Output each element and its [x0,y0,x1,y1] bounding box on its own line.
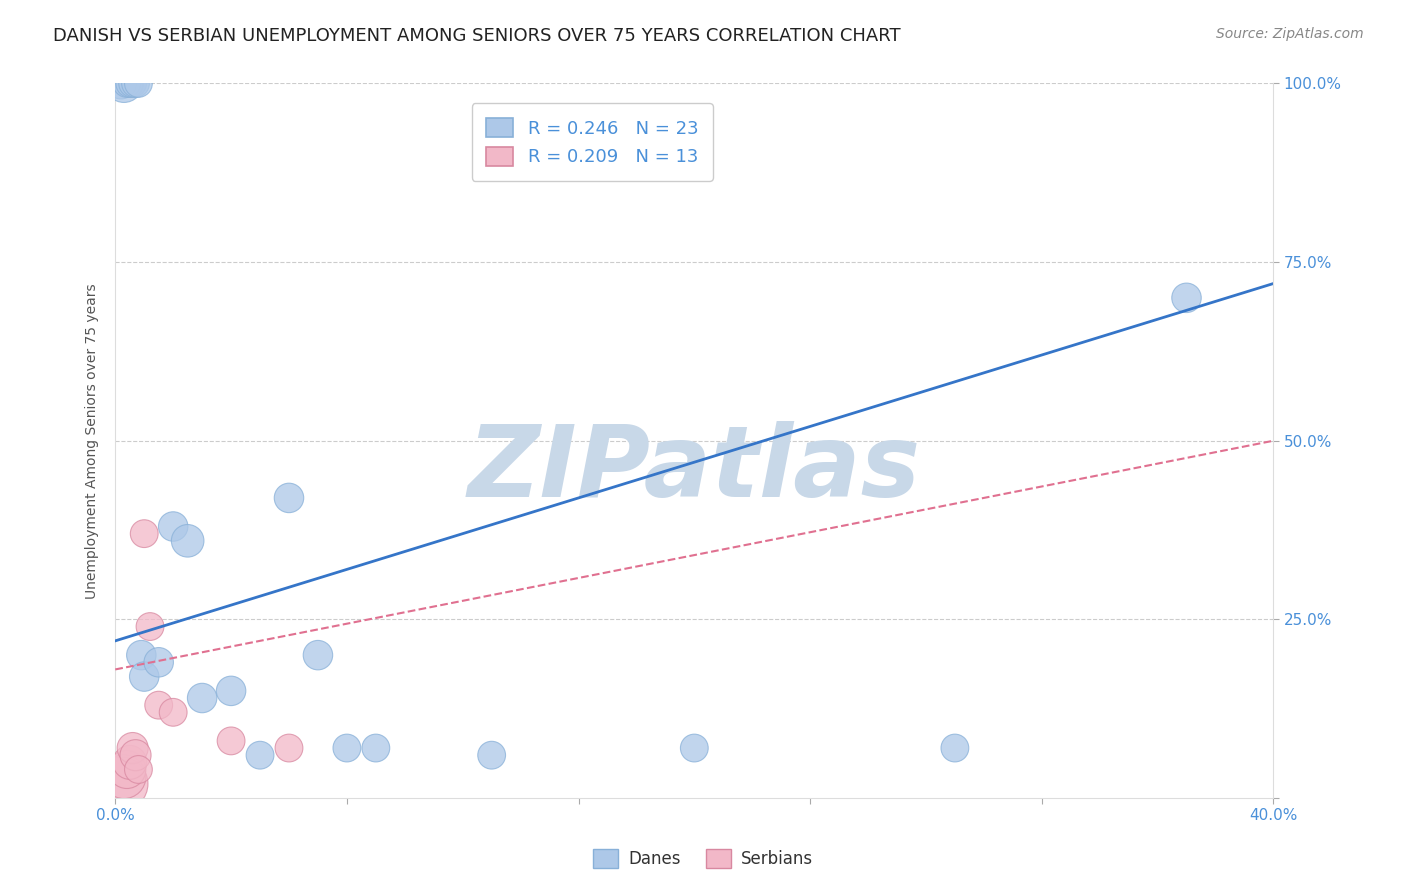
Point [110,777,132,791]
Point [364,741,387,756]
Point [481,748,503,763]
Legend: R = 0.246   N = 23, R = 0.209   N = 13: R = 0.246 N = 23, R = 0.209 N = 13 [472,103,713,181]
Point [148,655,170,669]
Point [112,77,135,91]
Point [118,77,141,91]
Point [683,741,706,756]
Point [124,748,146,763]
Point [191,691,214,706]
Point [127,77,149,91]
Point [249,748,271,763]
Point [118,756,141,770]
Point [307,648,329,662]
Point [134,526,156,541]
Point [336,741,359,756]
Point [1175,291,1198,305]
Point [127,763,149,777]
Point [219,734,242,748]
Point [176,533,198,548]
Point [121,741,143,756]
Point [131,648,153,662]
Point [219,684,242,698]
Point [278,491,301,505]
Point [139,619,162,633]
Text: ZIPatlas: ZIPatlas [468,421,921,518]
Point [943,741,966,756]
Point [112,770,135,784]
Text: Source: ZipAtlas.com: Source: ZipAtlas.com [1216,27,1364,41]
Point [148,698,170,713]
Point [124,77,146,91]
Point [110,77,132,91]
Legend: Danes, Serbians: Danes, Serbians [586,843,820,875]
Point [278,741,301,756]
Point [134,669,156,683]
Point [115,763,138,777]
Y-axis label: Unemployment Among Seniors over 75 years: Unemployment Among Seniors over 75 years [86,283,100,599]
Point [115,77,138,91]
Point [121,77,143,91]
Text: DANISH VS SERBIAN UNEMPLOYMENT AMONG SENIORS OVER 75 YEARS CORRELATION CHART: DANISH VS SERBIAN UNEMPLOYMENT AMONG SEN… [53,27,901,45]
Point [162,706,184,720]
Point [162,519,184,533]
